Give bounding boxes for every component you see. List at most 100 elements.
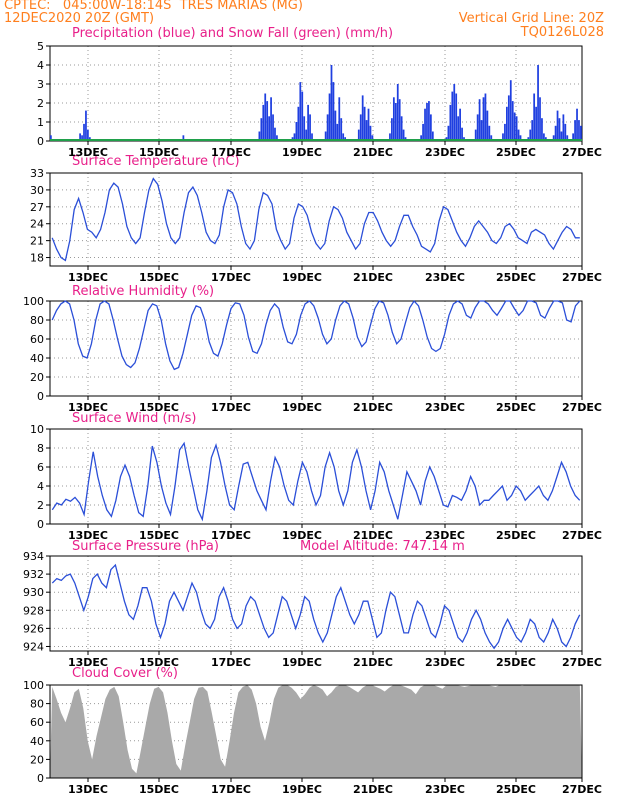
wind-ytick-label: 2 [37,499,44,512]
precip-bar [562,114,565,141]
wind-xtick-label: 25DEC [496,529,536,542]
precip-title: Precipitation (blue) and Snow Fall (gree… [72,26,394,41]
precip-bar [552,135,555,141]
precip-bar [83,123,85,141]
precip-ytick-label: 0 [37,135,44,148]
pres-ytick-label: 932 [23,568,44,581]
precip-bar [324,131,327,141]
rh-ytick-label: 40 [30,352,44,365]
temp-frame [49,172,583,267]
precip-bar [430,114,432,141]
wind-ytick-label: 4 [37,480,44,493]
precip-bar [326,114,329,141]
precip-bar [81,135,83,141]
precip-bar [478,99,481,141]
precip-bar [400,116,403,141]
precip-bar [87,129,89,141]
rh-frame [49,300,583,397]
precip-bar [457,116,460,141]
precip-bar [272,114,274,141]
precip-ytick-label: 1 [37,116,44,129]
precip-bar [543,133,545,141]
wind-ytick-label: 6 [37,461,44,474]
wind-xtick-label: 21DEC [353,529,393,542]
rh-xtick-label: 17DEC [211,401,251,414]
precip-bar [558,118,561,141]
precip-frame [49,45,583,142]
precip-bar [182,135,185,141]
precip-bar [260,118,263,141]
wind-ytick-label: 8 [37,442,44,455]
precip-bar [258,131,261,141]
precip-bar [297,106,300,141]
pres-annotation: Model Altitude: 747.14 m [300,539,465,554]
header-grid-note: Vertical Grid Line: 20Z [458,11,604,26]
header-code: TQ0126L028 [520,25,604,40]
precip-bar [420,135,423,141]
precip-bar [428,101,430,141]
rh-xtick-label: 13DEC [68,401,108,414]
cloud-xtick-label: 25DEC [496,783,536,796]
precip-bar [560,131,563,141]
precip-bar [363,106,366,141]
precip-bar [270,97,272,141]
precip-bar [507,95,510,141]
precip-bar [476,114,479,141]
precip-bar [578,120,580,141]
cloud-xtick-label: 21DEC [353,783,393,796]
precip-ytick-label: 3 [37,78,44,91]
precip-bar [357,129,360,141]
precip-bar [556,110,559,141]
precip-bar [268,116,271,141]
precip-bar [340,118,343,141]
precip-bar [392,97,395,141]
precip-bar [276,135,278,141]
precip-bar [504,123,506,141]
temp-xtick-label: 27DEC [562,271,602,284]
precip-bar [311,133,313,141]
pres-xtick-label: 19DEC [282,656,322,669]
temp-xtick-label: 17DEC [211,271,251,284]
precip-ytick-label: 4 [37,59,44,72]
temp-line [51,177,580,262]
pres-ytick-label: 930 [23,586,44,599]
precip-bar [580,125,582,141]
precip-bar [459,108,461,141]
precip-bar [50,135,52,141]
precip-bar [369,125,372,141]
precip-bar [332,82,335,141]
precip-bar [371,135,374,141]
pres-ytick-label: 928 [23,604,44,617]
precip-bar [517,129,520,141]
precip-xtick-label: 27DEC [562,146,602,159]
precip-bar [307,104,309,141]
temp-ytick-label: 24 [30,218,44,231]
wind-frame [49,428,583,525]
precip-bar [422,123,424,141]
precip-bar [572,133,575,141]
precip-xtick-label: 15DEC [139,146,179,159]
pres-xtick-label: 13DEC [68,656,108,669]
precip-bar [488,125,491,141]
precip-bar [531,120,534,141]
precip-bar [535,106,537,141]
precip-bar [330,65,333,141]
rh-ytick-label: 80 [30,314,44,327]
cloud-ytick-label: 40 [30,735,44,748]
precip-bar [389,133,391,141]
precip-bar [85,110,87,141]
wind-title: Surface Wind (m/s) [72,411,197,426]
pres-xtick-label: 25DEC [496,656,536,669]
precip-bar [398,99,401,141]
cloud-frame-top [49,684,583,779]
temp-xtick-label: 23DEC [425,271,465,284]
wind-xtick-label: 19DEC [282,529,322,542]
precip-xtick-label: 23DEC [425,146,465,159]
precip-bar [359,114,362,141]
precip-bar [480,120,483,141]
precip-bar [301,91,304,141]
precip-bar [361,95,364,141]
pres-title: Surface Pressure (hPa) [72,539,219,554]
rh-line [51,299,581,371]
